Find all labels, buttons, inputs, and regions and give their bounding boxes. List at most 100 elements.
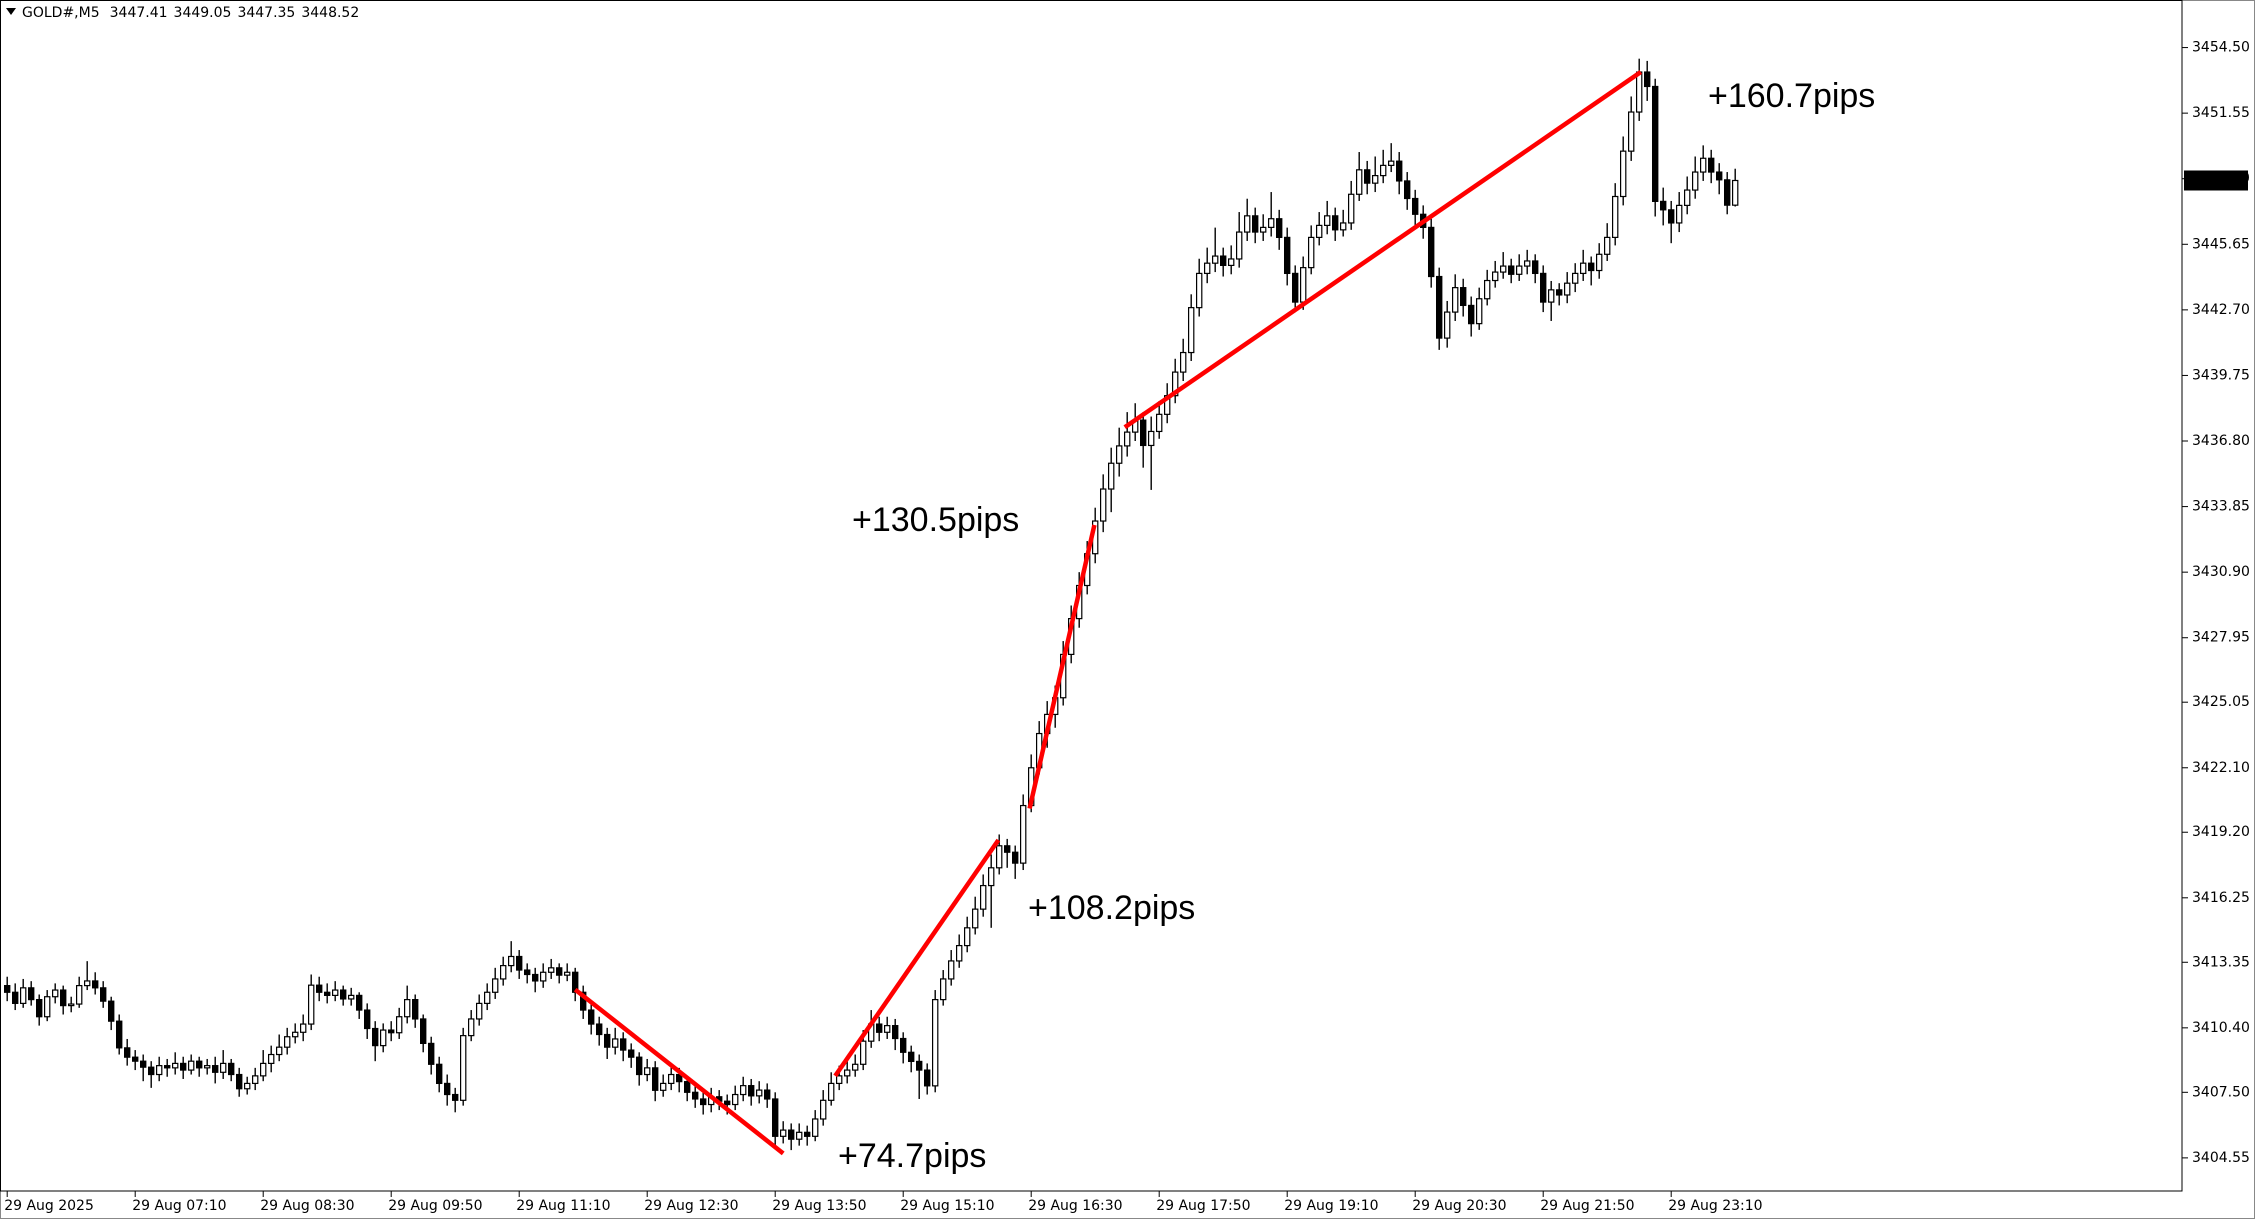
candle-body xyxy=(755,1089,763,1097)
candle-body xyxy=(12,991,19,1004)
candle-body xyxy=(1187,307,1195,354)
candle-body xyxy=(1539,272,1547,303)
y-tick-label: 3422.10 xyxy=(2192,760,2250,776)
candle-body xyxy=(43,996,51,1018)
low-value: 3447.35 xyxy=(237,5,295,21)
candle-body xyxy=(500,965,507,980)
x-tick-label: 29 Aug 07:10 xyxy=(132,1198,226,1214)
candle-body xyxy=(83,980,91,987)
y-tick-label: 3416.25 xyxy=(2192,890,2250,906)
candle-body xyxy=(667,1073,675,1085)
annotation: +130.5pips xyxy=(852,501,1019,539)
candle-body xyxy=(115,1020,123,1049)
candle-body xyxy=(180,1062,187,1071)
candle-body xyxy=(1579,262,1587,275)
candle-body xyxy=(1259,226,1267,233)
candle-body xyxy=(835,1075,843,1085)
candle-body xyxy=(787,1129,795,1140)
candle-body xyxy=(35,999,43,1018)
candle-body xyxy=(244,1082,251,1090)
candle-body xyxy=(1651,85,1659,202)
candle-body xyxy=(412,999,419,1020)
x-tick-label: 29 Aug 15:10 xyxy=(900,1198,994,1214)
candle-body xyxy=(59,989,67,1007)
candle-body xyxy=(1219,255,1227,267)
header: GOLD#,M5 3447.41 3449.05 3447.35 3448.52 xyxy=(22,5,359,21)
candle-body xyxy=(547,967,555,973)
candle-body xyxy=(284,1036,291,1048)
candle-body xyxy=(1595,253,1603,272)
candle-body xyxy=(739,1085,747,1096)
candle-body xyxy=(396,1016,403,1034)
candle-body xyxy=(1211,255,1219,264)
candle-body xyxy=(164,1065,171,1069)
candle-body xyxy=(436,1063,443,1085)
candle-body xyxy=(1371,175,1379,184)
candle-body xyxy=(723,1100,731,1106)
candle-body xyxy=(220,1062,227,1073)
candle-body xyxy=(1331,215,1339,231)
y-tick-label: 3433.85 xyxy=(2192,499,2250,515)
candle-body xyxy=(1571,272,1579,284)
candle-body xyxy=(579,991,587,1011)
candle-body xyxy=(1363,169,1371,184)
candle-body xyxy=(1003,845,1011,853)
candle-body xyxy=(1243,215,1251,233)
y-tick-label: 3442.70 xyxy=(2192,302,2250,318)
candle-body xyxy=(1531,260,1539,275)
candle-body xyxy=(252,1075,259,1085)
candle-body xyxy=(1435,275,1443,339)
y-tick-label: 3451.55 xyxy=(2192,105,2250,121)
candle-body xyxy=(148,1066,155,1076)
candle-body xyxy=(603,1033,611,1048)
candle-body xyxy=(340,989,347,1000)
candle-body xyxy=(380,1029,387,1047)
candle-body xyxy=(308,984,315,1025)
candle-body xyxy=(1507,265,1515,275)
candle-body xyxy=(260,1062,267,1077)
candle-body xyxy=(1691,171,1699,191)
candle-body xyxy=(1675,204,1683,224)
candle-body xyxy=(420,1018,427,1045)
y-tick-label: 3425.05 xyxy=(2192,694,2250,710)
x-tick-label: 29 Aug 19:10 xyxy=(1284,1198,1378,1214)
candle-body xyxy=(123,1047,131,1058)
candle-body xyxy=(851,1063,859,1071)
candle-body xyxy=(300,1023,307,1033)
candle-body xyxy=(99,987,107,1002)
candle-body xyxy=(188,1060,195,1071)
candle-body xyxy=(444,1082,451,1096)
candle-body xyxy=(699,1098,707,1106)
candle-body xyxy=(1203,262,1211,275)
candle-body xyxy=(428,1042,435,1065)
annotation: +108.2pips xyxy=(1028,889,1195,927)
candle-body xyxy=(107,1000,115,1022)
candle-body xyxy=(67,1003,75,1007)
candle-body xyxy=(971,908,979,929)
candle-body xyxy=(1603,236,1611,255)
y-tick-label: 3427.95 xyxy=(2192,630,2250,646)
candle-body xyxy=(539,971,547,982)
candle-body xyxy=(1123,431,1131,447)
candle-body xyxy=(683,1081,691,1093)
candle-body xyxy=(1643,71,1651,88)
candle-body xyxy=(388,1029,395,1034)
candle-body xyxy=(619,1038,627,1051)
candle-body xyxy=(276,1046,283,1056)
candle-body xyxy=(404,999,411,1018)
candle-body xyxy=(1427,226,1435,278)
menu-arrow[interactable] xyxy=(6,8,16,15)
candle-body xyxy=(1099,488,1107,522)
candle-body xyxy=(531,973,539,982)
price-label-bg xyxy=(2184,170,2248,191)
candle-body xyxy=(1611,195,1619,238)
candle-body xyxy=(1635,71,1643,113)
candle-body xyxy=(236,1073,243,1090)
candle-body xyxy=(1107,462,1115,490)
candle-body xyxy=(228,1062,235,1076)
candle-body xyxy=(51,989,59,998)
candle-body xyxy=(1403,180,1411,200)
candle-body xyxy=(779,1129,787,1137)
candle-body xyxy=(75,985,83,1005)
candle-body xyxy=(635,1056,643,1076)
